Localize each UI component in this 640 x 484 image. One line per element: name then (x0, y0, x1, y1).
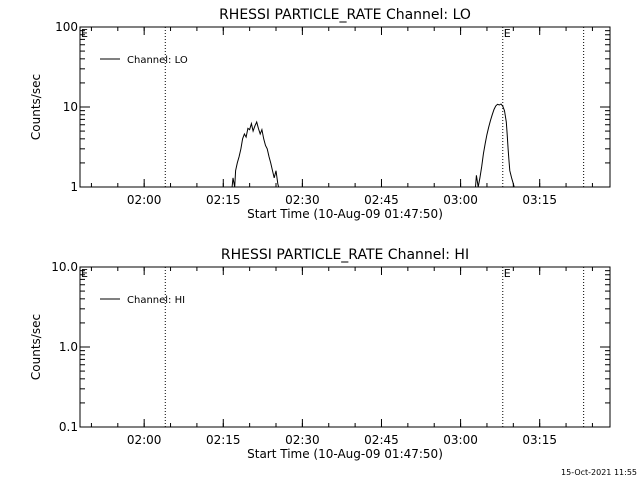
y-axis-label: Counts/sec (29, 314, 43, 380)
y-tick-label: 1.0 (59, 340, 78, 354)
event-marker-label: E (81, 267, 88, 280)
x-tick-label: 03:00 (443, 433, 478, 447)
x-tick-label: 03:00 (443, 193, 478, 207)
y-tick-label: 1 (70, 180, 78, 194)
chart-title: RHESSI PARTICLE_RATE Channel: LO (219, 7, 471, 23)
x-tick-label: 02:30 (285, 193, 320, 207)
y-axis-label: Counts/sec (29, 74, 43, 140)
chart-title: RHESSI PARTICLE_RATE Channel: HI (221, 247, 469, 263)
event-marker-label: E (81, 27, 88, 40)
series-line-segment (475, 103, 515, 188)
x-axis-label: Start Time (10-Aug-09 01:47:50) (247, 207, 443, 221)
x-tick-label: 03:15 (522, 193, 557, 207)
generated-timestamp: 15-Oct-2021 11:55 (561, 468, 637, 477)
x-tick-label: 02:15 (206, 433, 241, 447)
legend-entry: Channel: LO (127, 55, 188, 66)
event-marker-label: E (504, 267, 511, 280)
series-line-segment (231, 120, 280, 188)
x-tick-label: 02:15 (206, 193, 241, 207)
x-tick-label: 02:30 (285, 433, 320, 447)
x-tick-label: 03:15 (522, 433, 557, 447)
x-tick-label: 02:45 (364, 193, 399, 207)
y-tick-label: 10 (63, 100, 78, 114)
legend-entry: Channel: HI (127, 295, 185, 306)
chart-panel-hi: RHESSI PARTICLE_RATE Channel: HI 02:00 02:… (29, 247, 611, 461)
x-tick-label: 02:45 (364, 433, 399, 447)
y-tick-label: 100 (55, 20, 78, 34)
y-tick-label: 10.0 (51, 260, 78, 274)
x-tick-label: 02:00 (127, 433, 162, 447)
x-tick-label: 02:00 (127, 193, 162, 207)
chart-panel-lo: RHESSI PARTICLE_RATE Channel: LO 02:00 02:… (29, 7, 611, 221)
event-marker-label: E (504, 27, 511, 40)
y-tick-label: 0.1 (59, 420, 78, 434)
x-axis-label: Start Time (10-Aug-09 01:47:50) (247, 447, 443, 461)
